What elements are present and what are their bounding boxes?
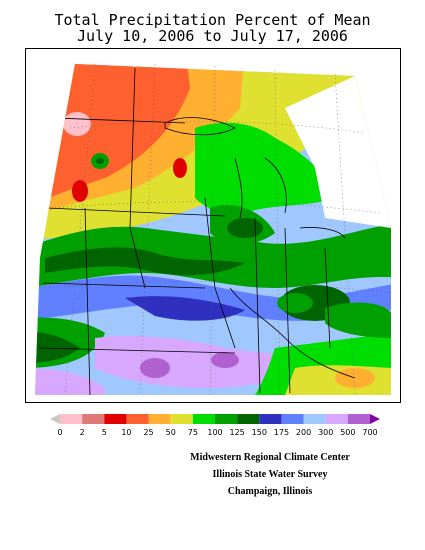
- legend-label: 75: [188, 428, 198, 437]
- precipitation-map: [25, 48, 401, 403]
- legend-label: 200: [296, 428, 311, 437]
- legend-label: 175: [274, 428, 289, 437]
- legend-label: 500: [340, 428, 355, 437]
- legend-swatch: [303, 414, 326, 424]
- legend-swatch: [82, 414, 105, 424]
- graticule: [44, 63, 392, 396]
- legend-swatch: [50, 414, 60, 424]
- credit-center: Midwestern Regional Climate Center: [190, 452, 350, 463]
- legend-label: 125: [230, 428, 245, 437]
- legend-swatch: [325, 414, 348, 424]
- color-legend: 0 2 5 10 25 50 75 100 125 150 175 200 300 500 700: [50, 414, 380, 437]
- legend-label: 5: [102, 428, 107, 437]
- legend-swatch: [148, 414, 171, 424]
- legend-label: 50: [166, 428, 176, 437]
- legend-label: 2: [80, 428, 85, 437]
- legend-label: 150: [252, 428, 267, 437]
- map-date-range: July 10, 2006 to July 17, 2006: [77, 27, 348, 45]
- legend-swatch: [259, 414, 282, 424]
- legend-label: 10: [121, 428, 131, 437]
- map-title: Total Precipitation Percent of Mean: [54, 11, 371, 29]
- legend-swatch: [347, 414, 370, 424]
- credit-survey: Illinois State Water Survey: [212, 469, 328, 480]
- legend-swatch: [370, 414, 380, 424]
- credit-location: Champaign, Illinois: [227, 486, 313, 497]
- legend-swatch: [215, 414, 238, 424]
- legend-swatch: [60, 414, 83, 424]
- legend-swatch: [104, 414, 127, 424]
- legend-swatch: [170, 414, 193, 424]
- legend-swatch: [237, 414, 260, 424]
- legend-swatch: [281, 414, 304, 424]
- legend-label: 100: [207, 428, 222, 437]
- legend-label: 0: [57, 428, 62, 437]
- legend-label: 300: [318, 428, 333, 437]
- legend-label: 700: [362, 428, 377, 437]
- legend-swatch: [192, 414, 215, 424]
- lake-outlines: [164, 117, 346, 239]
- precipitation-field: [35, 64, 391, 395]
- legend-swatch: [126, 414, 149, 424]
- legend-label: 25: [143, 428, 153, 437]
- state-boundaries: [38, 67, 356, 395]
